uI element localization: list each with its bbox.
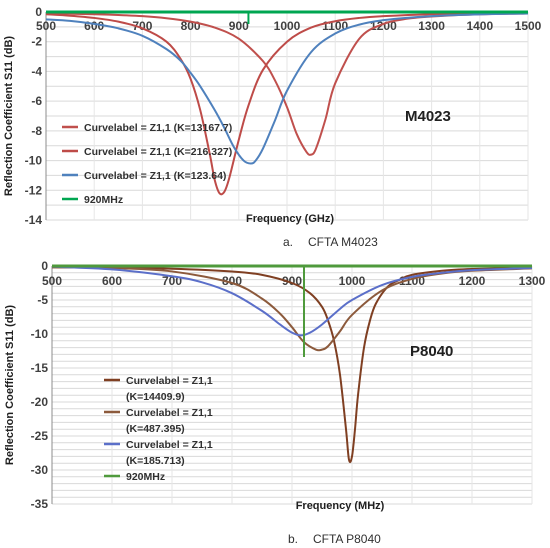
- a-x-tick-label: 1500: [515, 19, 542, 33]
- a-series-line-0: [46, 12, 528, 156]
- b-x-tick-label: 1200: [459, 274, 486, 288]
- a-y-tick-label: -2: [31, 35, 42, 49]
- panel-b-caption-text: CFTA P8040: [313, 532, 381, 546]
- a-legend-label: Curvelabel = Z1,1 (K=216.327): [84, 146, 232, 158]
- b-series-line-2: [52, 265, 532, 337]
- a-legend-label: Curvelabel = Z1,1 (K=13167.7): [84, 122, 232, 134]
- a-x-tick-label: 1400: [466, 19, 493, 33]
- panel-b-chart: 0-5-10-15-20-25-30-35 500 600 700 800 900 100…: [4, 259, 546, 512]
- a-y-tick-label: -4: [31, 64, 42, 78]
- panel-a-annotation: M4023: [405, 108, 451, 125]
- b-legend-label: 920MHz: [126, 471, 165, 483]
- panel-b-gridlines: [51, 265, 533, 505]
- panel-a-chart: 0-2-4-6-8-10-12-14 500 600 700 800 900 1000 11…: [3, 5, 542, 227]
- a-x-tick-label: 900: [229, 19, 249, 33]
- b-legend-label-line2: (K=14409.9): [126, 391, 185, 403]
- a-x-tick-label: 700: [132, 19, 152, 33]
- b-legend-label: Curvelabel = Z1,1: [126, 407, 213, 419]
- panel-b-x-axis-title: Frequency (MHz): [296, 500, 385, 512]
- b-x-tick-label: 600: [102, 274, 122, 288]
- a-series-line-2: [46, 12, 528, 165]
- panel-b-y-axis-title: Reflection Coefficient S11 (dB): [4, 305, 16, 465]
- a-y-tick-label: -12: [25, 183, 43, 197]
- b-y-tick-label: -30: [31, 463, 49, 477]
- a-series-line-1: [46, 12, 528, 196]
- b-y-tick-label: -20: [31, 395, 49, 409]
- b-series-line-1: [52, 266, 532, 352]
- panel-a-legend: Curvelabel = Z1,1 (K=13167.7) Curvelabel …: [62, 122, 232, 206]
- panel-b-x-ticks: 500 600 700 800 900 1000 1100 1200 1300: [42, 274, 546, 288]
- a-x-tick-label: 500: [36, 19, 56, 33]
- a-y-tick-label: -6: [31, 94, 42, 108]
- a-y-tick-label: -8: [31, 124, 42, 138]
- a-y-tick-label: -14: [25, 213, 43, 227]
- panel-b-920mhz-marker: [52, 264, 532, 357]
- panel-b-annotation: P8040: [410, 343, 453, 360]
- panel-a-y-ticks: 0 -2 -4 -6 -8 -10 -12 -14: [25, 5, 43, 227]
- b-legend-label-line2: (K=487.395): [126, 423, 185, 435]
- panel-a-x-axis-title: Frequency (GHz): [246, 213, 334, 225]
- panel-a-920mhz-marker: [46, 10, 528, 24]
- panel-a-caption-letter: a.: [283, 235, 293, 249]
- panel-b-series-lines: [52, 265, 532, 464]
- panel-b-y-ticks: 0 -5 -10 -15 -20 -25 -30 -35: [31, 259, 49, 511]
- a-y-tick-label: 0: [35, 5, 42, 19]
- b-legend-label: Curvelabel = Z1,1: [126, 375, 213, 387]
- b-x-tick-label: 1000: [339, 274, 366, 288]
- b-x-tick-label: 1300: [519, 274, 546, 288]
- panel-a-y-axis-title: Reflection Coefficient S11 (dB): [3, 36, 15, 196]
- b-legend-label-line2: (K=185.713): [126, 455, 185, 467]
- panel-a-caption-text: CFTA M4023: [308, 235, 378, 249]
- b-y-tick-label: -25: [31, 429, 49, 443]
- b-y-tick-label: -5: [37, 293, 48, 307]
- a-x-tick-label: 1000: [274, 19, 301, 33]
- panel-b-caption-letter: b.: [288, 532, 298, 546]
- b-legend-label: Curvelabel = Z1,1: [126, 439, 213, 451]
- a-legend-label: Curvelabel = Z1,1 (K=123.64): [84, 170, 226, 182]
- a-legend-label: 920MHz: [84, 194, 123, 206]
- b-y-tick-label: -15: [31, 361, 49, 375]
- b-y-tick-label: -10: [31, 327, 49, 341]
- a-x-tick-label: 1300: [418, 19, 445, 33]
- panel-b-legend: Curvelabel = Z1,1 (K=14409.9) Curvelabel =…: [104, 375, 213, 483]
- b-x-tick-label: 500: [42, 274, 62, 288]
- a-y-tick-label: -10: [25, 154, 43, 168]
- b-y-tick-label: 0: [41, 259, 48, 273]
- b-y-tick-label: -35: [31, 497, 49, 511]
- panel-a-series-lines: [46, 12, 528, 196]
- panel-a-gridlines: [45, 11, 529, 221]
